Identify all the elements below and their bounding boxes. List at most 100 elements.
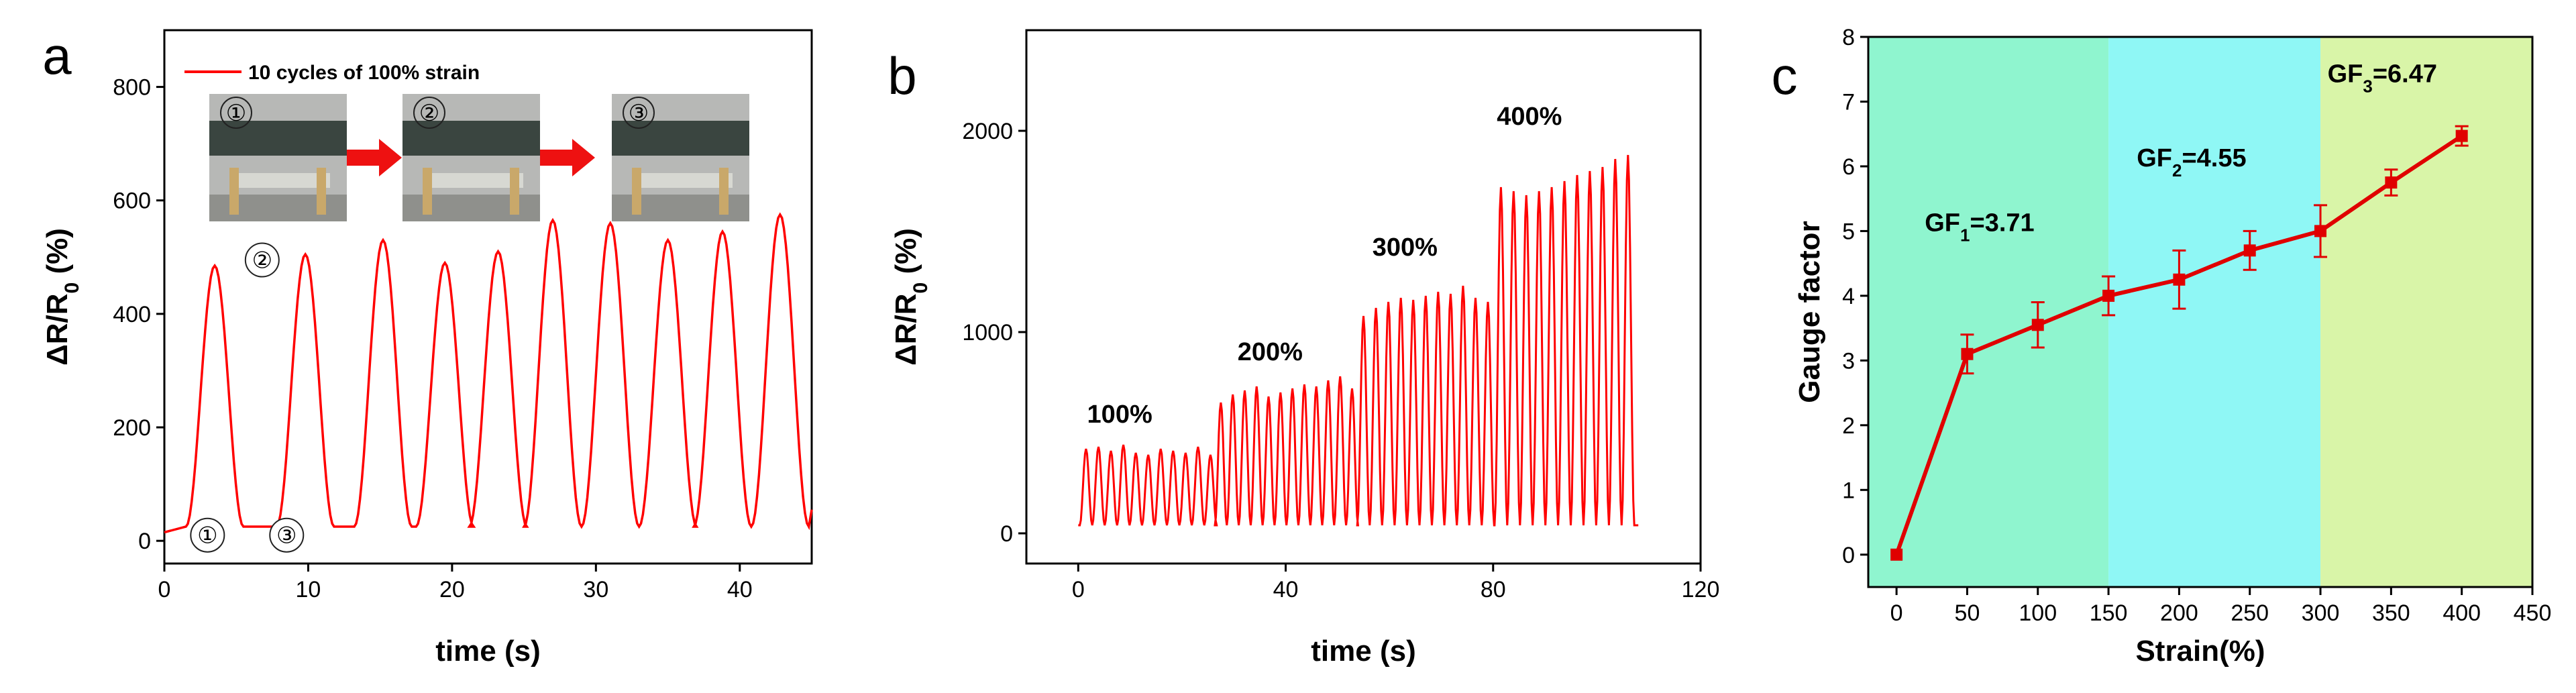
strain-level-label: 300% <box>1373 233 1438 262</box>
photo-sample <box>423 173 523 188</box>
panel-b-x-tick-label: 120 <box>1682 577 1720 602</box>
panel-c-y-tick-label: 5 <box>1842 219 1855 244</box>
strain-level-label: 100% <box>1087 401 1152 429</box>
panel-c-x-tick-label: 300 <box>2302 600 2340 626</box>
photo-clamp-right <box>317 168 326 215</box>
data-point-marker <box>2173 273 2186 286</box>
strain-region-2 <box>2108 37 2321 587</box>
panel-c-frame <box>1867 36 2534 588</box>
data-point-marker <box>2243 244 2256 257</box>
y-label-subscript: 0 <box>910 282 932 294</box>
panel-c-y-tick-label: 1 <box>1842 478 1855 503</box>
panel-a-y-tick-label: 400 <box>113 302 151 327</box>
panel-c-x-tick-label: 0 <box>1890 600 1903 626</box>
photo-ruler <box>209 121 347 156</box>
y-label-unit: (%) <box>890 228 922 282</box>
inset-photo-3: ③ <box>612 94 749 221</box>
photo-step-label: ③ <box>629 101 649 126</box>
panel-a-y-tick-label: 200 <box>113 415 151 441</box>
gauge-factor-annotation-1: GF1=3.71 <box>1925 209 2034 245</box>
panel-b: b 0 40 80 120 0 1000 2000 100% 200% 300% 400% time (… <box>888 29 1720 668</box>
curve-marker-label: ③ <box>276 523 297 549</box>
panel-b-y-tick-label: 2000 <box>962 119 1013 144</box>
panel-c-x-tick-label: 400 <box>2443 600 2481 626</box>
strain-region-3 <box>2320 37 2532 587</box>
inset-photo-1: ① <box>209 94 347 221</box>
panel-c-y-tick-label: 3 <box>1842 348 1855 374</box>
gauge-factor-annotation-2: GF2=4.55 <box>2137 144 2246 180</box>
y-label-subscript: 0 <box>61 282 83 294</box>
curve-marker-label: ② <box>252 248 272 274</box>
panel-label-a: a <box>42 26 72 85</box>
photo-clamp-left <box>229 168 239 215</box>
panel-c-x-tick-label: 50 <box>1955 600 1980 626</box>
panel-a-frame <box>163 29 813 565</box>
panel-c-x-axis-label: Strain(%) <box>2135 635 2265 668</box>
panel-c-x-tick-label: 450 <box>2514 600 2552 626</box>
panel-a-x-tick-label: 0 <box>158 577 171 602</box>
annotation-main: GF <box>2328 60 2363 89</box>
data-point-marker <box>2031 319 2044 331</box>
panel-c-x-tick-label: 250 <box>2231 600 2269 626</box>
curve-marker-circle <box>190 517 225 553</box>
annotation-value: =6.47 <box>2373 60 2437 89</box>
panel-c-y-axis-label: Gauge factor <box>1793 221 1826 403</box>
photo-clamp-right <box>510 168 519 215</box>
panel-a-x-tick-label: 30 <box>583 577 608 602</box>
photo-step-label: ① <box>226 101 246 126</box>
panel-label-b: b <box>888 46 916 105</box>
data-point-marker <box>1890 548 1903 561</box>
panel-b-signal-line <box>1078 154 1639 527</box>
photo-ruler <box>402 121 540 156</box>
photo-sample <box>632 173 733 188</box>
annotation-subscript: 2 <box>2172 160 2182 180</box>
photo-ruler <box>612 121 749 156</box>
panel-label-c: c <box>1772 46 1798 105</box>
photo-step-circle <box>220 97 252 129</box>
photo-step-label: ② <box>419 101 439 126</box>
panel-b-x-tick-label: 40 <box>1273 577 1299 602</box>
panel-a-x-tick-label: 20 <box>439 577 465 602</box>
photo-step-circle <box>413 97 445 129</box>
panel-b-y-tick-label: 0 <box>1000 521 1013 547</box>
panel-c-y-tick-label: 8 <box>1842 25 1855 50</box>
panel-c-x-tick-label: 350 <box>2372 600 2410 626</box>
y-label-unit: (%) <box>41 228 74 282</box>
annotation-value: =3.71 <box>1970 209 2035 237</box>
annotation-subscript: 3 <box>2363 76 2372 97</box>
curve-marker-label: ① <box>197 523 217 549</box>
photo-clamp-left <box>632 168 641 215</box>
data-point-marker <box>2385 176 2398 189</box>
panel-c-y-tick-label: 4 <box>1842 284 1855 309</box>
data-point-marker <box>2102 289 2115 302</box>
photo-clamp-left <box>423 168 432 215</box>
y-label-main: ΔR/R <box>41 293 74 365</box>
panel-a-x-tick-label: 40 <box>727 577 753 602</box>
panel-b-x-tick-label: 0 <box>1072 577 1085 602</box>
inset-photo-2: ② <box>402 94 540 221</box>
photo-clamp-right <box>719 168 729 215</box>
gauge-factor-annotation-3: GF3=6.47 <box>2328 60 2437 97</box>
annotation-value: =4.55 <box>2182 144 2246 172</box>
panel-b-y-tick-label: 1000 <box>962 320 1013 345</box>
panel-a-signal-line <box>164 212 813 534</box>
red-arrow-1 <box>347 139 402 176</box>
panel-a-legend-label: 10 cycles of 100% strain <box>248 62 480 84</box>
panel-c-x-tick-label: 150 <box>2090 600 2128 626</box>
panel-c-x-tick-label: 200 <box>2160 600 2198 626</box>
annotation-main: GF <box>2137 144 2172 172</box>
curve-marker-circle <box>244 242 280 278</box>
curve-marker-circle <box>269 517 305 553</box>
panel-b-y-axis-label: ΔR/R0 (%) <box>890 228 932 366</box>
annotation-subscript: 1 <box>1960 225 1970 245</box>
strain-level-label: 200% <box>1238 338 1303 366</box>
panel-a-y-tick-label: 800 <box>113 75 151 101</box>
data-point-marker <box>2455 129 2468 142</box>
y-label-main: ΔR/R <box>890 293 922 365</box>
photo-sample <box>229 173 330 188</box>
panel-b-frame <box>1025 29 1702 565</box>
panel-b-x-axis-label: time (s) <box>1311 635 1415 668</box>
photo-step-circle <box>623 97 655 129</box>
